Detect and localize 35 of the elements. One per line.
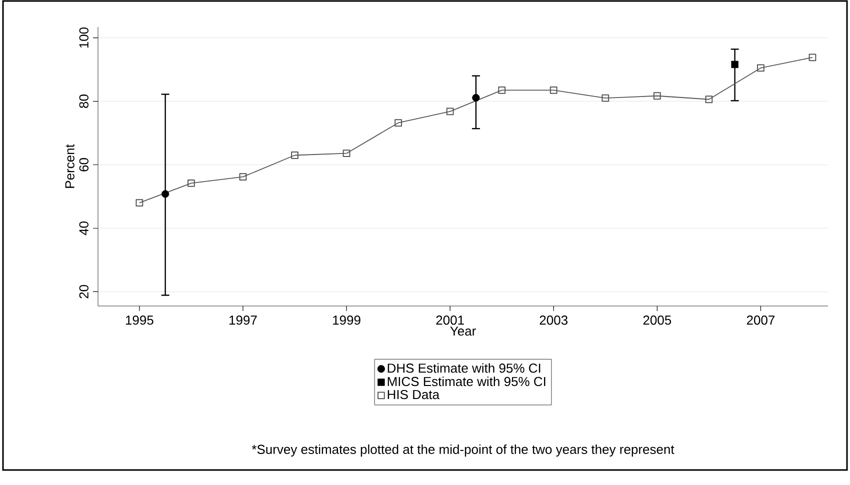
x-tick-label: 1997 bbox=[229, 316, 257, 325]
y-tick-label: 20 bbox=[79, 284, 88, 298]
point bbox=[394, 119, 402, 127]
point bbox=[136, 199, 144, 207]
x-tick-label: 2007 bbox=[746, 316, 774, 325]
x-tick-label: 1999 bbox=[333, 316, 360, 325]
legend-label: MICS Estimate with 95% CI bbox=[388, 376, 546, 386]
y-tick-label: 100 bbox=[79, 27, 88, 48]
point bbox=[731, 60, 738, 68]
x-axis-title: Year bbox=[450, 326, 476, 336]
y-tick-label: 40 bbox=[79, 222, 88, 236]
point bbox=[757, 64, 764, 72]
point bbox=[239, 173, 247, 181]
x-tick-label: 1995 bbox=[126, 316, 154, 325]
point bbox=[162, 190, 170, 198]
point bbox=[291, 152, 298, 159]
legend-label: HIS Data bbox=[388, 390, 440, 400]
point bbox=[342, 150, 350, 158]
point bbox=[498, 86, 506, 94]
point bbox=[602, 94, 610, 102]
y-axis-title: Percent bbox=[65, 144, 74, 188]
y-tick-label: 60 bbox=[79, 158, 88, 172]
point bbox=[653, 92, 661, 100]
x-tick-label: 2001 bbox=[436, 316, 464, 325]
point bbox=[550, 86, 558, 94]
point bbox=[472, 94, 480, 102]
point bbox=[446, 108, 454, 116]
point bbox=[187, 179, 195, 187]
point bbox=[705, 96, 713, 104]
text: *Survey estimates plotted at the mid-point of the two years they represent bbox=[252, 444, 674, 457]
x-tick-label: 2005 bbox=[643, 316, 672, 325]
y-tick-label: 80 bbox=[79, 94, 88, 108]
legend-label: DHS Estimate with 95% CI bbox=[388, 363, 540, 373]
x-tick-label: 2003 bbox=[540, 316, 568, 325]
point bbox=[808, 54, 816, 62]
